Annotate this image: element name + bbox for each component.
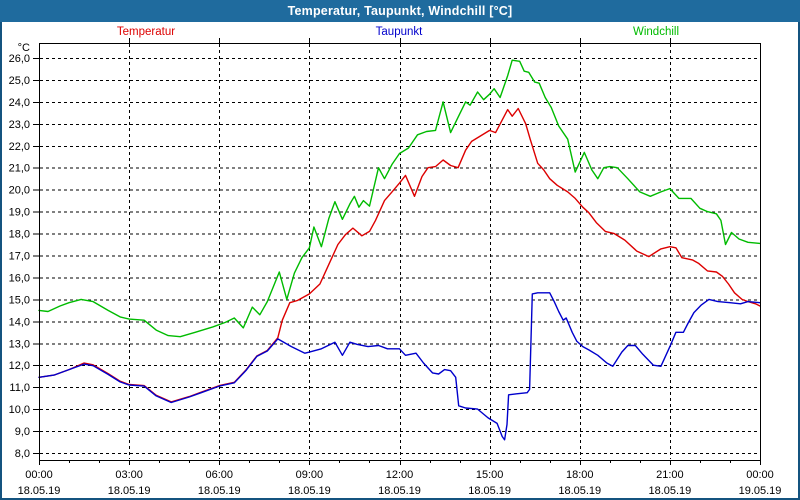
legend-windchill: Windchill	[632, 26, 680, 38]
y-tick-label: 22,0	[9, 141, 30, 153]
x-tick-date-label: 18.05.19	[468, 485, 511, 497]
y-tick-label: 24,0	[9, 97, 30, 109]
y-axis-unit-label: °C	[18, 42, 30, 54]
x-tick-time-label: 21:00	[656, 469, 684, 481]
y-tick-label: 8,0	[15, 448, 30, 460]
y-tick-label: 25,0	[9, 75, 30, 87]
y-tick-label: 23,0	[9, 119, 30, 131]
y-tick-label: 10,0	[9, 404, 30, 416]
y-tick-label: 13,0	[9, 338, 30, 350]
x-tick-date-label: 18.05.19	[648, 485, 691, 497]
y-tick-label: 15,0	[9, 294, 30, 306]
y-tick-label: 19,0	[9, 207, 30, 219]
y-tick-label: 9,0	[15, 426, 30, 438]
axis-labels: 26,0 25,0 24,0 23,0 22,0 21,0 20,0 19,0 18,0 17,0…	[9, 42, 782, 497]
x-tick-date-label: 18.05.19	[288, 485, 331, 497]
x-tick-time-label: 00:00	[25, 469, 53, 481]
plot-border	[39, 43, 761, 461]
y-tick-label: 16,0	[9, 272, 30, 284]
x-tick-time-label: 15:00	[476, 469, 504, 481]
x-tick-date-label: 19.05.19	[739, 485, 782, 497]
y-tick-label: 20,0	[9, 185, 30, 197]
x-tick-date-label: 18.05.19	[378, 485, 421, 497]
y-tick-label: 14,0	[9, 316, 30, 328]
series-lines	[38, 59, 761, 441]
x-tick-time-label: 18:00	[566, 469, 594, 481]
x-tick-time-label: 09:00	[296, 469, 324, 481]
axis-ticks	[33, 38, 761, 465]
temperatur-line	[38, 107, 761, 403]
y-tick-label: 18,0	[9, 229, 30, 241]
chart-title: Temperatur, Taupunkt, Windchill [°C]	[287, 4, 513, 18]
taupunkt-line	[38, 292, 761, 441]
x-tick-date-label: 18.05.19	[558, 485, 601, 497]
legend-temperatur: Temperatur	[116, 26, 176, 38]
title-bar: Temperatur, Taupunkt, Windchill [°C]	[0, 0, 800, 22]
x-tick-date-label: 18.05.19	[108, 485, 151, 497]
x-tick-time-label: 06:00	[205, 469, 233, 481]
x-tick-time-label: 03:00	[115, 469, 143, 481]
y-tick-label: 11,0	[9, 382, 30, 394]
x-tick-time-label: 00:00	[746, 469, 774, 481]
y-tick-label: 21,0	[9, 163, 30, 175]
chart-legend: Temperatur Taupunkt Windchill	[0, 26, 800, 41]
x-tick-date-label: 18.05.19	[18, 485, 61, 497]
x-tick-date-label: 18.05.19	[198, 485, 241, 497]
y-tick-label: 17,0	[9, 251, 30, 263]
legend-taupunkt: Taupunkt	[375, 26, 423, 38]
x-tick-time-label: 12:00	[386, 469, 414, 481]
windchill-line	[38, 59, 761, 338]
gridlines	[40, 44, 759, 459]
y-tick-label: 26,0	[9, 53, 30, 65]
y-tick-label: 12,0	[9, 360, 30, 372]
